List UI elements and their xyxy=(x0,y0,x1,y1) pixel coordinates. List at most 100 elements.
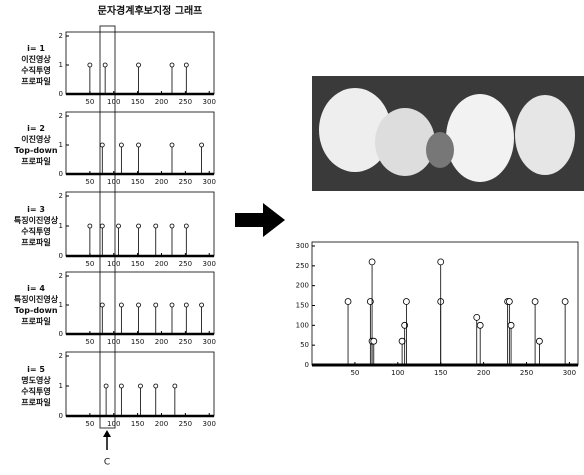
stem-marker xyxy=(154,384,158,388)
chart-label: 명도영상 xyxy=(21,375,51,385)
chart-label: i= 2 xyxy=(27,124,45,133)
stem-marker xyxy=(170,143,174,147)
stem-marker xyxy=(200,303,204,307)
x-tick-label: 50 xyxy=(85,98,94,106)
y-tick-label: 2 xyxy=(59,352,63,360)
x-tick-label: 50 xyxy=(85,260,94,268)
stem-marker xyxy=(119,303,123,307)
chart-label: 프로파일 xyxy=(21,237,50,247)
plot-frame xyxy=(66,272,214,334)
x-tick-label: 300 xyxy=(203,178,216,186)
x-tick-label: 50 xyxy=(85,178,94,186)
x-tick-label: 150 xyxy=(131,260,144,268)
stem-marker xyxy=(399,338,405,344)
y-tick-label: 2 xyxy=(59,32,63,40)
y-tick-label: 2 xyxy=(59,272,63,280)
chart-label: 프로파일 xyxy=(21,316,50,326)
x-tick-label: 250 xyxy=(179,260,192,268)
y-tick-label: 0 xyxy=(59,330,63,338)
stem-marker xyxy=(532,299,538,305)
y-tick-label: 1 xyxy=(59,61,63,69)
y-tick-label: 2 xyxy=(59,112,63,120)
x-tick-label: 100 xyxy=(107,338,120,346)
stem-marker xyxy=(104,384,108,388)
x-tick-label: 300 xyxy=(563,369,576,377)
stem-marker xyxy=(184,224,188,228)
figure-title: 문자경계후보지정 그래프 xyxy=(98,4,203,17)
chart-label: 수직투영 xyxy=(21,65,50,75)
x-tick-label: 150 xyxy=(131,178,144,186)
chart-label: i= 1 xyxy=(27,44,45,53)
y-tick-label: 1 xyxy=(59,141,63,149)
x-tick-label: 250 xyxy=(179,420,192,428)
chart-label: 이진영상 xyxy=(21,134,51,144)
pointer-arrow-head xyxy=(103,430,111,437)
x-tick-label: 100 xyxy=(107,178,120,186)
y-tick-label: 300 xyxy=(296,242,309,250)
y-tick-label: 0 xyxy=(59,252,63,260)
x-tick-label: 200 xyxy=(155,338,168,346)
x-tick-label: 300 xyxy=(203,98,216,106)
x-tick-label: 200 xyxy=(155,260,168,268)
y-tick-label: 0 xyxy=(59,90,63,98)
stem-marker xyxy=(200,143,204,147)
chart-label: 특징이진영상 xyxy=(14,215,59,225)
chart-label: 수직투영 xyxy=(21,386,50,396)
stem-marker xyxy=(100,224,104,228)
x-tick-label: 150 xyxy=(131,98,144,106)
stem-marker xyxy=(403,299,409,305)
x-tick-label: 100 xyxy=(107,98,120,106)
x-tick-label: 100 xyxy=(107,420,120,428)
plot-frame xyxy=(66,32,214,94)
chart-label: i= 3 xyxy=(27,205,45,214)
stem-marker xyxy=(88,224,92,228)
chart-label: Top-down xyxy=(14,146,58,155)
y-tick-label: 1 xyxy=(59,222,63,230)
x-tick-label: 200 xyxy=(155,178,168,186)
stem-marker xyxy=(474,314,480,320)
stem-marker xyxy=(184,303,188,307)
chart-label: 프로파일 xyxy=(21,156,50,166)
x-tick-label: 250 xyxy=(179,98,192,106)
chart-label: Top-down xyxy=(14,306,58,315)
chart-label: 특징이진영상 xyxy=(14,294,59,304)
y-tick-label: 1 xyxy=(59,382,63,390)
x-tick-label: 150 xyxy=(131,338,144,346)
stem-marker xyxy=(119,143,123,147)
x-tick-label: 300 xyxy=(203,338,216,346)
x-tick-label: 200 xyxy=(477,369,490,377)
stem-marker xyxy=(173,384,177,388)
stem-marker xyxy=(508,322,514,328)
y-tick-label: 1 xyxy=(59,301,63,309)
x-tick-label: 200 xyxy=(155,420,168,428)
stem-marker xyxy=(438,259,444,265)
x-tick-label: 200 xyxy=(155,98,168,106)
plot-frame xyxy=(312,242,578,365)
chart-label: i= 5 xyxy=(27,365,45,374)
stem-marker xyxy=(170,63,174,67)
stem-marker xyxy=(506,299,512,305)
stem-marker xyxy=(477,322,483,328)
y-tick-label: 50 xyxy=(300,341,309,349)
x-tick-label: 250 xyxy=(179,338,192,346)
marker-label: C xyxy=(104,458,110,468)
big-arrow xyxy=(235,203,285,237)
stem-marker xyxy=(88,63,92,67)
x-tick-label: 250 xyxy=(179,178,192,186)
stem-marker xyxy=(137,224,141,228)
plot-frame xyxy=(66,192,214,256)
x-tick-label: 150 xyxy=(131,420,144,428)
x-tick-label: 50 xyxy=(85,420,94,428)
x-tick-label: 100 xyxy=(107,260,120,268)
stem-marker xyxy=(137,143,141,147)
stem-marker xyxy=(371,338,377,344)
x-tick-label: 100 xyxy=(391,369,404,377)
x-tick-label: 150 xyxy=(434,369,447,377)
stem-marker xyxy=(100,303,104,307)
y-tick-label: 0 xyxy=(59,170,63,178)
chart-label: 프로파일 xyxy=(21,397,50,407)
stem-marker xyxy=(170,224,174,228)
profile-image xyxy=(312,76,584,191)
y-tick-label: 0 xyxy=(305,361,309,369)
chart-label: 프로파일 xyxy=(21,76,50,86)
